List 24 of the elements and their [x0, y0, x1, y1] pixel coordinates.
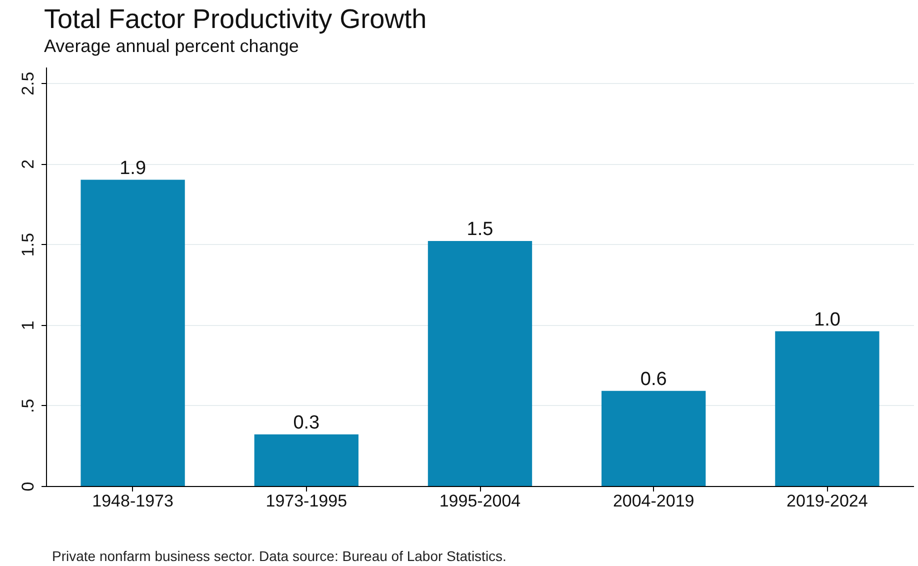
- bar: [775, 331, 880, 486]
- x-tick-label: 1995-2004: [439, 492, 521, 510]
- y-tick-label: 1.5: [18, 232, 38, 257]
- x-tick-label: 1973-1995: [266, 492, 348, 510]
- text: Private nonfarm business sector. Data source: Bureau of Labor Statistics.: [52, 548, 506, 564]
- bar: [80, 180, 185, 486]
- x-tick-label: 2004-2019: [612, 492, 694, 510]
- data-label: 1.9: [120, 158, 146, 179]
- y-tick-label: 2.5: [18, 72, 38, 96]
- data-label: 0.3: [293, 412, 320, 434]
- x-tick-label: 2019-2024: [786, 492, 868, 510]
- y-tick-label: 1: [18, 320, 38, 330]
- x-tick-label: 1948-1973: [92, 492, 174, 510]
- y-tick-label: 0: [18, 482, 38, 492]
- y-tick-label: 2: [18, 159, 38, 169]
- y-tick-label: .5: [18, 398, 38, 414]
- bar: [602, 390, 706, 486]
- data-label: 0.6: [640, 368, 667, 390]
- chart-subtitle: Average annual percent change: [44, 36, 299, 56]
- data-label: 1.0: [814, 309, 840, 330]
- bar: [254, 434, 358, 486]
- bar: [428, 241, 532, 486]
- chart-title: Total Factor Productivity Growth: [44, 4, 427, 34]
- data-label: 1.5: [466, 219, 494, 240]
